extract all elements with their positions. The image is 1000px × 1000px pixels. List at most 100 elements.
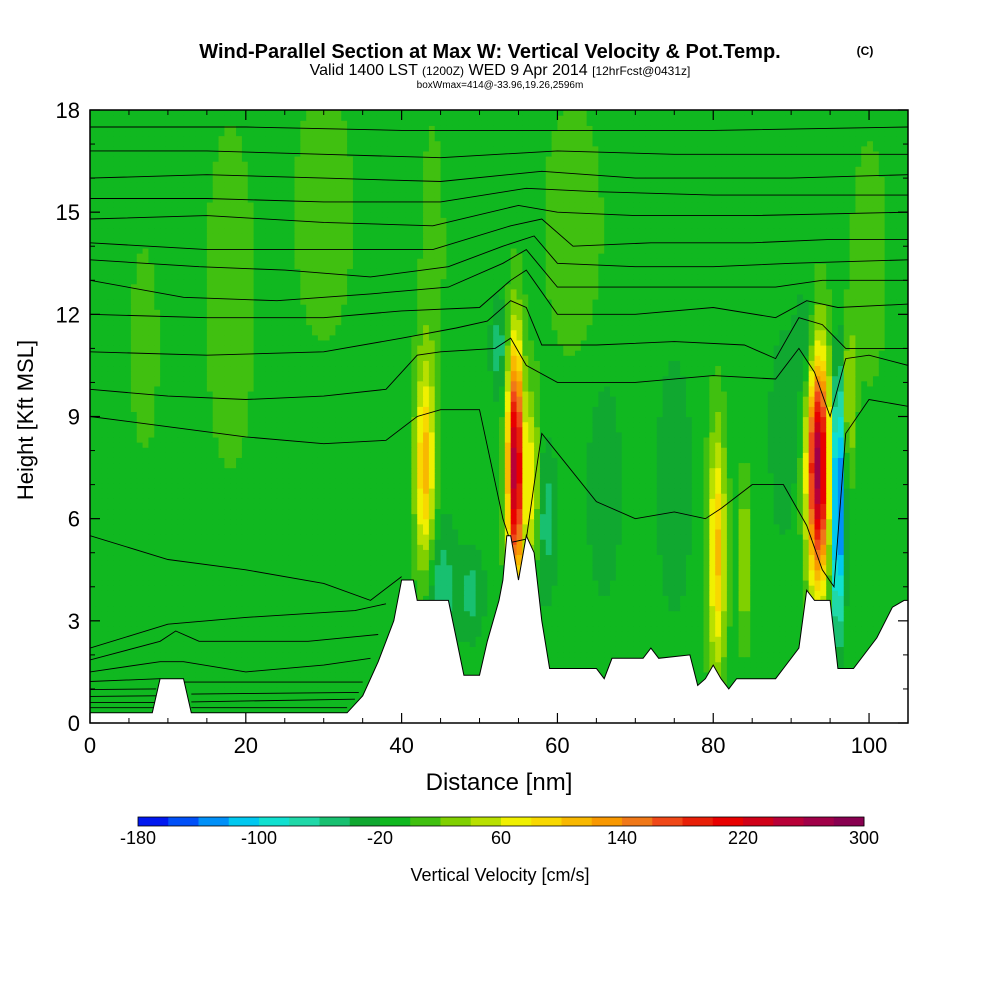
field-cell — [610, 574, 617, 581]
field-cell — [598, 544, 605, 550]
field-cell — [557, 641, 564, 647]
field-cell — [802, 569, 810, 576]
field-cell — [95, 585, 103, 591]
field-cell — [440, 544, 448, 550]
field-cell — [557, 544, 564, 550]
field-cell — [481, 564, 488, 571]
field-cell — [218, 651, 225, 658]
field-cell — [119, 661, 126, 668]
field-cell — [259, 590, 266, 596]
field-cell — [317, 564, 325, 571]
field-cell — [201, 590, 208, 596]
field-cell — [574, 610, 582, 617]
field-cell — [206, 682, 214, 688]
field-cell — [224, 661, 231, 668]
field-cell — [224, 677, 231, 683]
field-cell — [872, 600, 880, 607]
field-cell — [212, 554, 220, 561]
field-cell — [329, 646, 336, 653]
field-cell — [452, 564, 459, 571]
field-cell — [312, 702, 319, 709]
field-cell — [499, 564, 506, 571]
field-cell — [358, 549, 366, 556]
field-cell — [738, 661, 745, 668]
field-cell — [551, 549, 559, 556]
field-cell — [726, 610, 734, 617]
field-cell — [849, 600, 857, 607]
field-cell — [224, 539, 231, 545]
field-cell — [621, 620, 629, 627]
field-cell — [650, 574, 658, 581]
field-cell — [534, 569, 541, 576]
field-cell — [364, 631, 372, 637]
field-cell — [574, 636, 582, 642]
field-cell — [387, 579, 395, 586]
field-cell — [247, 569, 255, 576]
field-cell — [610, 610, 617, 617]
field-cell — [218, 661, 225, 668]
field-cell — [247, 656, 255, 663]
field-cell — [604, 625, 611, 632]
field-cell — [335, 692, 342, 699]
field-cell — [189, 641, 196, 647]
field-cell — [125, 600, 132, 607]
field-cell — [317, 687, 325, 693]
field-cell — [347, 677, 354, 683]
field-cell — [814, 585, 821, 591]
field-cell — [662, 590, 670, 596]
field-cell — [329, 615, 336, 622]
field-cell — [206, 585, 214, 591]
field-cell — [183, 656, 190, 663]
field-cell — [236, 625, 243, 632]
field-cell — [685, 636, 693, 642]
field-cell — [125, 687, 132, 693]
field-cell — [329, 666, 336, 673]
field-cell — [335, 682, 342, 688]
field-cell — [90, 574, 97, 581]
field-cell — [265, 585, 272, 591]
field-cell — [101, 615, 109, 622]
field-cell — [113, 666, 120, 673]
field-cell — [861, 554, 868, 561]
field-cell — [387, 590, 395, 596]
field-cell — [721, 625, 728, 632]
field-cell — [487, 585, 494, 591]
field-cell — [832, 625, 839, 632]
field-cell — [767, 656, 775, 663]
field-cell — [791, 631, 798, 637]
field-cell — [183, 671, 190, 678]
field-cell — [592, 569, 599, 576]
field-cell — [469, 574, 477, 581]
field-cell — [715, 605, 722, 612]
field-cell — [341, 590, 348, 596]
field-cell — [323, 620, 331, 627]
field-cell — [329, 569, 336, 576]
field-cell — [364, 549, 372, 556]
field-cell — [750, 559, 757, 566]
field-cell — [849, 554, 857, 561]
field-cell — [627, 625, 634, 632]
field-cell — [621, 625, 629, 632]
field-cell — [411, 544, 418, 550]
field-cell — [709, 641, 716, 647]
field-cell — [738, 549, 745, 556]
field-cell — [569, 574, 576, 581]
field-cell — [125, 692, 132, 699]
field-cell — [674, 585, 681, 591]
field-cell — [358, 677, 366, 683]
field-cell — [884, 610, 892, 617]
field-cell — [685, 595, 693, 601]
field-cell — [867, 579, 874, 586]
field-cell — [697, 579, 705, 586]
field-cell — [878, 590, 886, 596]
field-cell — [668, 641, 675, 647]
field-cell — [773, 625, 781, 632]
field-cell — [709, 651, 716, 658]
field-cell — [779, 544, 786, 550]
field-cell — [148, 610, 155, 617]
field-cell — [481, 590, 488, 596]
field-cell — [352, 574, 360, 581]
field-cell — [539, 595, 547, 601]
field-cell — [165, 615, 173, 622]
field-cell — [136, 651, 144, 658]
